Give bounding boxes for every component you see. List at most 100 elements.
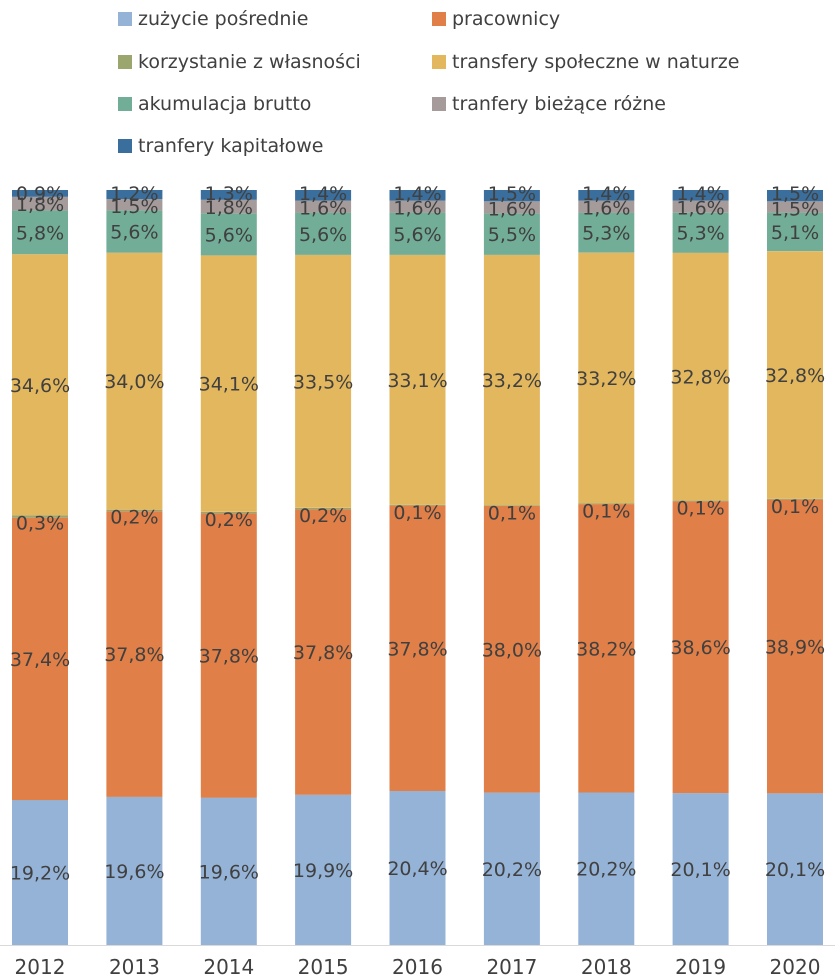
bar-segment	[672, 252, 729, 501]
bar-segment	[483, 792, 540, 945]
bar-segment	[106, 509, 163, 512]
bar-segment	[106, 796, 163, 945]
legend-label: korzystanie z własności	[138, 51, 361, 73]
bar-segment	[12, 515, 68, 518]
data-label: 37,4%	[10, 649, 70, 671]
bar-segment	[767, 499, 823, 794]
bar-segment	[295, 212, 352, 255]
legend-label: tranfery bieżące różne	[452, 93, 666, 115]
data-label: 19,2%	[10, 863, 70, 885]
bar-segment	[578, 190, 635, 201]
data-label: 20,1%	[670, 859, 730, 881]
data-label: 0,1%	[771, 496, 819, 518]
data-label: 38,9%	[765, 636, 825, 658]
legend-swatch	[432, 55, 446, 69]
legend-item: tranfery bieżące różne	[432, 90, 666, 118]
data-label: 5,6%	[393, 224, 441, 246]
data-label: 1,6%	[488, 198, 536, 220]
data-label: 32,8%	[670, 367, 730, 389]
data-label: 1,6%	[299, 198, 347, 220]
bar-segment	[12, 517, 68, 801]
bar-segment	[483, 254, 540, 506]
data-label: 20,2%	[576, 859, 636, 881]
data-label: 20,4%	[387, 858, 447, 880]
bar-segment	[389, 505, 446, 791]
bar-segment	[295, 509, 352, 795]
data-label: 34,6%	[10, 375, 70, 397]
legend-item: akumulacja brutto	[118, 90, 311, 118]
bar-segment	[200, 213, 257, 256]
data-label: 0,1%	[393, 502, 441, 524]
data-label: 5,1%	[771, 222, 819, 244]
data-label: 37,8%	[104, 644, 164, 666]
data-label: 1,6%	[393, 198, 441, 220]
data-label: 37,8%	[293, 642, 353, 664]
bar-segment	[200, 513, 257, 798]
data-label: 33,2%	[576, 368, 636, 390]
bar-segment	[295, 190, 352, 201]
legend-item: zużycie pośrednie	[118, 5, 308, 33]
bar-segment	[295, 254, 352, 508]
data-label: 0,9%	[16, 183, 64, 205]
data-label: 1,5%	[771, 183, 819, 205]
data-label: 1,8%	[205, 197, 253, 219]
legend-swatch	[432, 97, 446, 111]
bar-segment	[295, 794, 352, 945]
legend-swatch	[118, 139, 132, 153]
bar-segment	[578, 792, 635, 945]
legend-item: tranfery kapitałowe	[118, 132, 323, 160]
bar-segment	[578, 252, 635, 504]
bar-segment	[12, 190, 68, 197]
bar-segment	[200, 255, 257, 512]
legend-label: akumulacja brutto	[138, 93, 312, 115]
data-label: 5,3%	[582, 223, 630, 245]
data-label: 1,5%	[771, 198, 819, 220]
data-label: 1,3%	[205, 183, 253, 205]
data-label: 5,6%	[205, 224, 253, 246]
bar-segment	[672, 212, 729, 253]
bar-segment	[389, 504, 446, 506]
data-label: 33,5%	[293, 371, 353, 393]
bar-segment	[483, 201, 540, 214]
legend-item: korzystanie z własności	[118, 48, 361, 76]
bar-segment	[389, 190, 446, 201]
data-label: 5,3%	[676, 223, 724, 245]
x-tick-label: 2012	[15, 955, 66, 979]
bar-segment	[106, 252, 163, 510]
bar-segment	[12, 196, 68, 211]
bar-segment	[106, 210, 163, 253]
x-tick-label: 2020	[770, 955, 821, 979]
x-tick-label: 2019	[675, 955, 726, 979]
x-tick-label: 2018	[581, 955, 632, 979]
bar-segment	[767, 251, 823, 499]
data-label: 5,6%	[299, 224, 347, 246]
bar-segment	[200, 199, 257, 214]
x-tick-label: 2014	[203, 955, 254, 979]
bar-segment	[767, 212, 823, 252]
legend-label: zużycie pośrednie	[138, 8, 309, 30]
data-label: 0,2%	[299, 505, 347, 527]
bar-segment	[578, 212, 635, 253]
data-label: 1,6%	[676, 198, 724, 220]
data-label: 19,6%	[199, 861, 259, 883]
bar-segment	[767, 793, 823, 945]
legend-label: tranfery kapitałowe	[138, 135, 324, 157]
data-label: 1,4%	[582, 183, 630, 205]
bar-segment	[389, 200, 446, 213]
bar-segment	[672, 793, 729, 945]
bar-segment	[200, 190, 257, 200]
data-label: 1,8%	[16, 194, 64, 216]
bar-segment	[767, 498, 823, 500]
data-label: 1,4%	[676, 183, 724, 205]
legend-item: pracownicy	[432, 5, 560, 33]
data-label: 20,2%	[482, 859, 542, 881]
bar-segment	[767, 190, 823, 202]
data-label: 34,1%	[199, 374, 259, 396]
legend-swatch	[118, 55, 132, 69]
bar-segment	[767, 201, 823, 213]
data-label: 1,5%	[488, 183, 536, 205]
legend-swatch	[118, 97, 132, 111]
data-label: 0,1%	[582, 500, 630, 522]
data-label: 38,2%	[576, 638, 636, 660]
